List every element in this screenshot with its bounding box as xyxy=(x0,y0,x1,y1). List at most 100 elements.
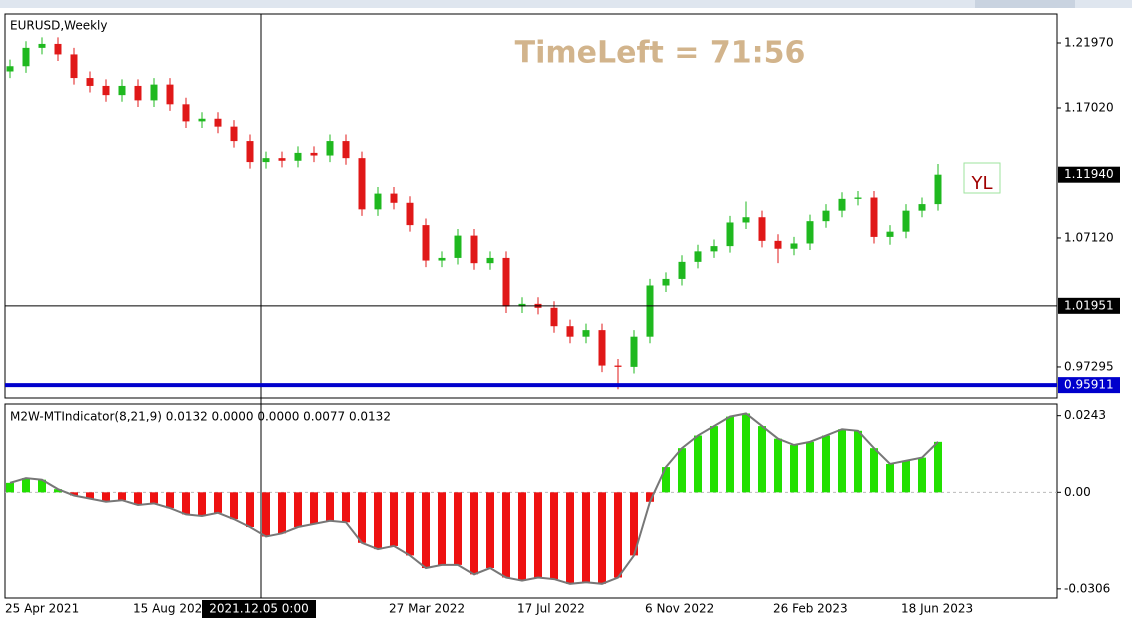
histogram-bar xyxy=(646,492,654,502)
histogram-bar xyxy=(774,438,782,493)
candle-body xyxy=(358,158,366,210)
histogram-bar xyxy=(630,492,638,556)
histogram-bar xyxy=(70,492,78,496)
marks: 1.21970 1.17020 1.07120 0.97295 25 Apr 2021 1… xyxy=(5,36,1120,616)
candle-body xyxy=(166,84,174,105)
candle-body xyxy=(54,43,62,55)
crosshair-price: 1.01951 xyxy=(1064,298,1114,312)
histogram-outline xyxy=(9,412,939,585)
overlay-text: YL xyxy=(970,173,992,194)
x-tick-label: 27 Mar 2022 xyxy=(389,602,465,616)
price-title: EURUSD,Weekly xyxy=(10,19,107,33)
histogram-bar xyxy=(310,492,318,524)
histogram-bar xyxy=(150,492,158,504)
histogram-bar xyxy=(566,492,574,584)
candle-body xyxy=(694,251,702,262)
histogram-bar xyxy=(742,413,750,493)
histogram-bar xyxy=(758,426,766,493)
candle-body xyxy=(630,336,638,367)
candle-body xyxy=(598,330,606,366)
candle-body xyxy=(294,152,302,161)
histogram-bar xyxy=(214,492,222,513)
crosshair-date: 2021.12.05 0:00 xyxy=(209,602,308,616)
candle-body xyxy=(790,243,798,249)
candle-body xyxy=(470,235,478,264)
candle-body xyxy=(262,158,270,163)
candle-body xyxy=(310,152,318,156)
histogram-bar xyxy=(902,460,910,493)
candle-body xyxy=(742,217,750,223)
x-tick-label: 17 Jul 2022 xyxy=(517,602,585,616)
candle-body xyxy=(22,47,30,67)
x-tick-label: 15 Aug 2021 xyxy=(133,602,210,616)
candle-body xyxy=(246,141,254,163)
price-pane xyxy=(4,13,1058,399)
candle-body xyxy=(646,285,654,337)
histogram-bar xyxy=(406,492,414,556)
histogram-bar xyxy=(838,429,846,493)
candle-body xyxy=(70,54,78,79)
candle-body xyxy=(134,85,142,101)
candle-body xyxy=(662,278,670,286)
candle-body xyxy=(582,330,590,337)
histogram-bar xyxy=(598,492,606,584)
x-tick-label: 18 Jun 2023 xyxy=(901,602,973,616)
histogram-bar xyxy=(550,492,558,580)
candle-body xyxy=(838,198,846,211)
candle-body xyxy=(422,225,430,261)
candle-body xyxy=(406,202,414,226)
candle-body xyxy=(342,141,350,159)
histogram-bar xyxy=(694,435,702,493)
candle-body xyxy=(854,197,862,199)
candle-body xyxy=(150,84,158,101)
candle-body xyxy=(198,118,206,122)
candle-body xyxy=(86,78,94,86)
candle-body xyxy=(102,85,110,96)
y-tick-label: 1.17020 xyxy=(1064,100,1114,114)
histogram-bar xyxy=(278,492,286,534)
level-price-box xyxy=(1058,377,1120,394)
y-tick-label: 1.07120 xyxy=(1064,230,1114,244)
histogram-bar xyxy=(294,492,302,528)
candle-body xyxy=(886,231,894,237)
histogram-bar xyxy=(790,445,798,493)
candle-body xyxy=(390,193,398,203)
histogram-bar xyxy=(678,448,686,493)
histogram-bar xyxy=(438,492,446,565)
histogram-bar xyxy=(22,478,30,493)
histogram-bar xyxy=(326,492,334,521)
candle-body xyxy=(230,126,238,142)
indicator-title: M2W-MTIndicator(8,21,9) 0.0132 0.0000 0.… xyxy=(10,410,391,424)
candle-body xyxy=(486,257,494,264)
candle-body xyxy=(934,174,942,205)
candle-body xyxy=(118,85,126,96)
histogram-bar xyxy=(118,492,126,501)
candle-body xyxy=(182,104,190,122)
candle-body xyxy=(710,246,718,252)
candle-body xyxy=(774,240,782,249)
histogram-bar xyxy=(614,492,622,578)
x-tick-label: 25 Apr 2021 xyxy=(5,602,79,616)
candle-body xyxy=(870,197,878,237)
candle-body xyxy=(438,257,446,261)
histogram-bar xyxy=(166,492,174,509)
y-tick-label: -0.0306 xyxy=(1064,581,1110,595)
candle-body xyxy=(502,257,510,307)
histogram-bar xyxy=(374,492,382,550)
histogram-bar xyxy=(262,492,270,537)
current-price-box xyxy=(1058,166,1120,183)
y-tick-label: 0.00 xyxy=(1064,485,1091,499)
histogram-bar xyxy=(198,492,206,516)
histogram-bar xyxy=(886,463,894,493)
histogram-bar xyxy=(486,492,494,569)
candle-body xyxy=(326,141,334,156)
histogram-bar xyxy=(710,426,718,493)
histogram-bar xyxy=(134,492,142,505)
crosshair-date-box xyxy=(202,600,316,618)
candle-body xyxy=(454,235,462,258)
candle-body xyxy=(806,221,814,244)
histogram-bar xyxy=(358,492,366,543)
histogram-bar xyxy=(38,479,46,493)
